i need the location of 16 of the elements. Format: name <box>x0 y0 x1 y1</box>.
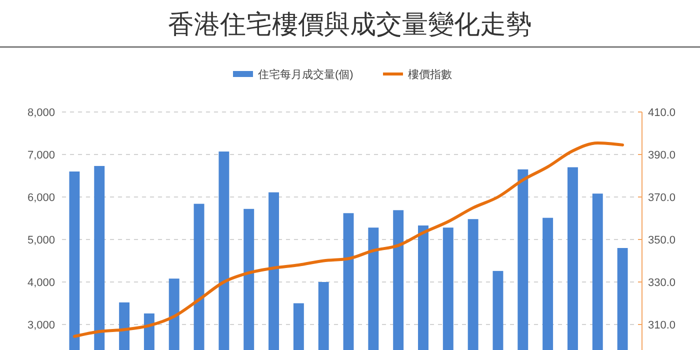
y-tick-label: 7,000 <box>27 149 55 162</box>
chart-title: 香港住宅樓價與成交量變化走勢 <box>168 10 532 40</box>
y-tick-label: 8,000 <box>27 106 55 119</box>
y-tick-label: 5,000 <box>27 234 55 246</box>
y2-tick-label: 370.0 <box>648 192 676 204</box>
legend-label: 樓價指數 <box>408 68 452 81</box>
y2-tick-label: 330.0 <box>648 276 676 289</box>
y2-tick-label: 350.0 <box>648 234 676 246</box>
line-series <box>72 142 624 338</box>
y-tick-label: 3,000 <box>27 319 55 332</box>
y-tick-label: 4,000 <box>27 276 55 289</box>
y2-tick-label: 390.0 <box>648 149 676 162</box>
y-tick-label: 6,000 <box>27 192 55 204</box>
legend-label: 住宅每月成交量(個) <box>258 68 354 81</box>
y2-tick-label: 410.0 <box>648 106 676 119</box>
y2-tick-label: 310.0 <box>648 319 676 332</box>
